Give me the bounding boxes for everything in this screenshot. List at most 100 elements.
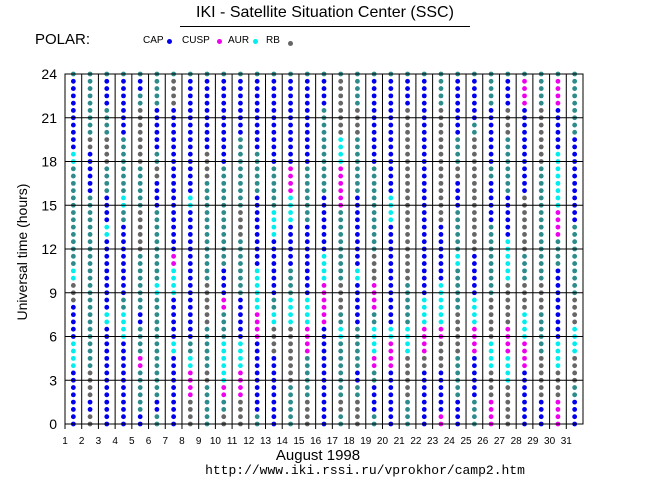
point-rb — [471, 232, 477, 237]
point-aur — [555, 195, 561, 201]
point-rb — [538, 370, 544, 376]
point-cusp — [187, 385, 193, 390]
point-cap — [421, 224, 427, 230]
point-cap — [254, 355, 260, 361]
point-background — [321, 188, 327, 194]
point-rb — [137, 108, 143, 113]
point-rb — [438, 195, 444, 201]
point-background — [87, 78, 93, 84]
point-cap — [471, 370, 477, 376]
point-background — [154, 385, 160, 390]
point-cap — [187, 268, 193, 274]
point-cap — [455, 93, 461, 99]
point-rb — [355, 108, 360, 113]
point-background — [505, 188, 511, 194]
point-aur — [121, 326, 126, 332]
point-cap — [288, 224, 293, 230]
point-cap — [321, 399, 327, 405]
point-cap — [121, 348, 126, 354]
point-cap — [271, 275, 277, 281]
point-aur — [271, 224, 277, 230]
point-cap — [254, 122, 260, 128]
point-cap — [355, 312, 360, 318]
point-rb — [438, 166, 444, 172]
point-background — [154, 312, 160, 318]
point-background — [154, 232, 160, 237]
point-rb — [338, 100, 344, 106]
point-rb — [455, 319, 461, 325]
y-tick-label: 12 — [41, 241, 57, 257]
point-cap — [371, 108, 377, 113]
point-aur — [505, 370, 511, 376]
point-cap — [121, 275, 126, 281]
point-rb — [288, 348, 293, 354]
point-rb — [572, 319, 578, 325]
point-background — [371, 232, 377, 237]
point-rb — [455, 312, 461, 318]
point-rb — [238, 232, 243, 237]
point-cap — [271, 399, 277, 405]
point-cap — [121, 283, 126, 288]
point-cap — [371, 151, 377, 157]
point-background — [572, 122, 578, 128]
point-rb — [355, 122, 360, 128]
point-cap — [137, 414, 143, 420]
point-cap — [438, 399, 444, 405]
point-cap — [321, 370, 327, 376]
point-background — [455, 224, 461, 230]
point-background — [288, 414, 293, 420]
point-background — [154, 151, 160, 157]
point-cap — [321, 355, 327, 361]
point-rb — [238, 210, 243, 215]
point-aur — [121, 319, 126, 325]
x-tick-label: 18 — [344, 436, 356, 447]
point-cap — [104, 217, 110, 223]
point-background — [70, 232, 76, 237]
point-background — [87, 268, 93, 274]
point-cap — [254, 399, 260, 405]
point-cusp — [254, 319, 260, 325]
point-background — [355, 363, 360, 369]
point-cap — [572, 414, 578, 420]
point-background — [254, 151, 260, 157]
point-background — [304, 210, 310, 215]
point-cusp — [555, 210, 561, 215]
point-aur — [187, 355, 193, 361]
point-cap — [171, 210, 177, 215]
point-background — [221, 239, 227, 245]
point-cap — [121, 392, 126, 398]
point-background — [371, 312, 377, 318]
point-cap — [371, 392, 377, 398]
point-aur — [221, 370, 227, 376]
point-cap — [204, 137, 210, 143]
point-background — [154, 341, 160, 347]
point-background — [154, 414, 160, 420]
point-background — [154, 78, 160, 84]
point-cap — [304, 129, 310, 135]
point-cap — [471, 100, 477, 106]
point-background — [338, 253, 344, 259]
point-cap — [254, 239, 260, 245]
point-cusp — [321, 283, 327, 288]
point-rb — [471, 166, 477, 172]
point-cap — [104, 370, 110, 376]
point-cap — [187, 232, 193, 237]
point-rb — [438, 173, 444, 179]
point-aur — [70, 268, 76, 274]
point-background — [321, 122, 327, 128]
point-background — [572, 268, 578, 274]
point-cusp — [421, 348, 427, 354]
point-background — [104, 129, 110, 135]
point-rb — [455, 173, 461, 179]
point-background — [137, 188, 143, 194]
point-aur — [254, 304, 260, 310]
point-aur — [555, 348, 561, 354]
point-cusp — [321, 319, 327, 325]
point-cap — [522, 370, 527, 376]
point-background — [221, 173, 227, 179]
point-cap — [254, 78, 260, 84]
point-background — [572, 253, 578, 259]
point-cap — [271, 370, 277, 376]
point-aur — [505, 275, 511, 281]
y-tick-label: 15 — [41, 197, 57, 213]
